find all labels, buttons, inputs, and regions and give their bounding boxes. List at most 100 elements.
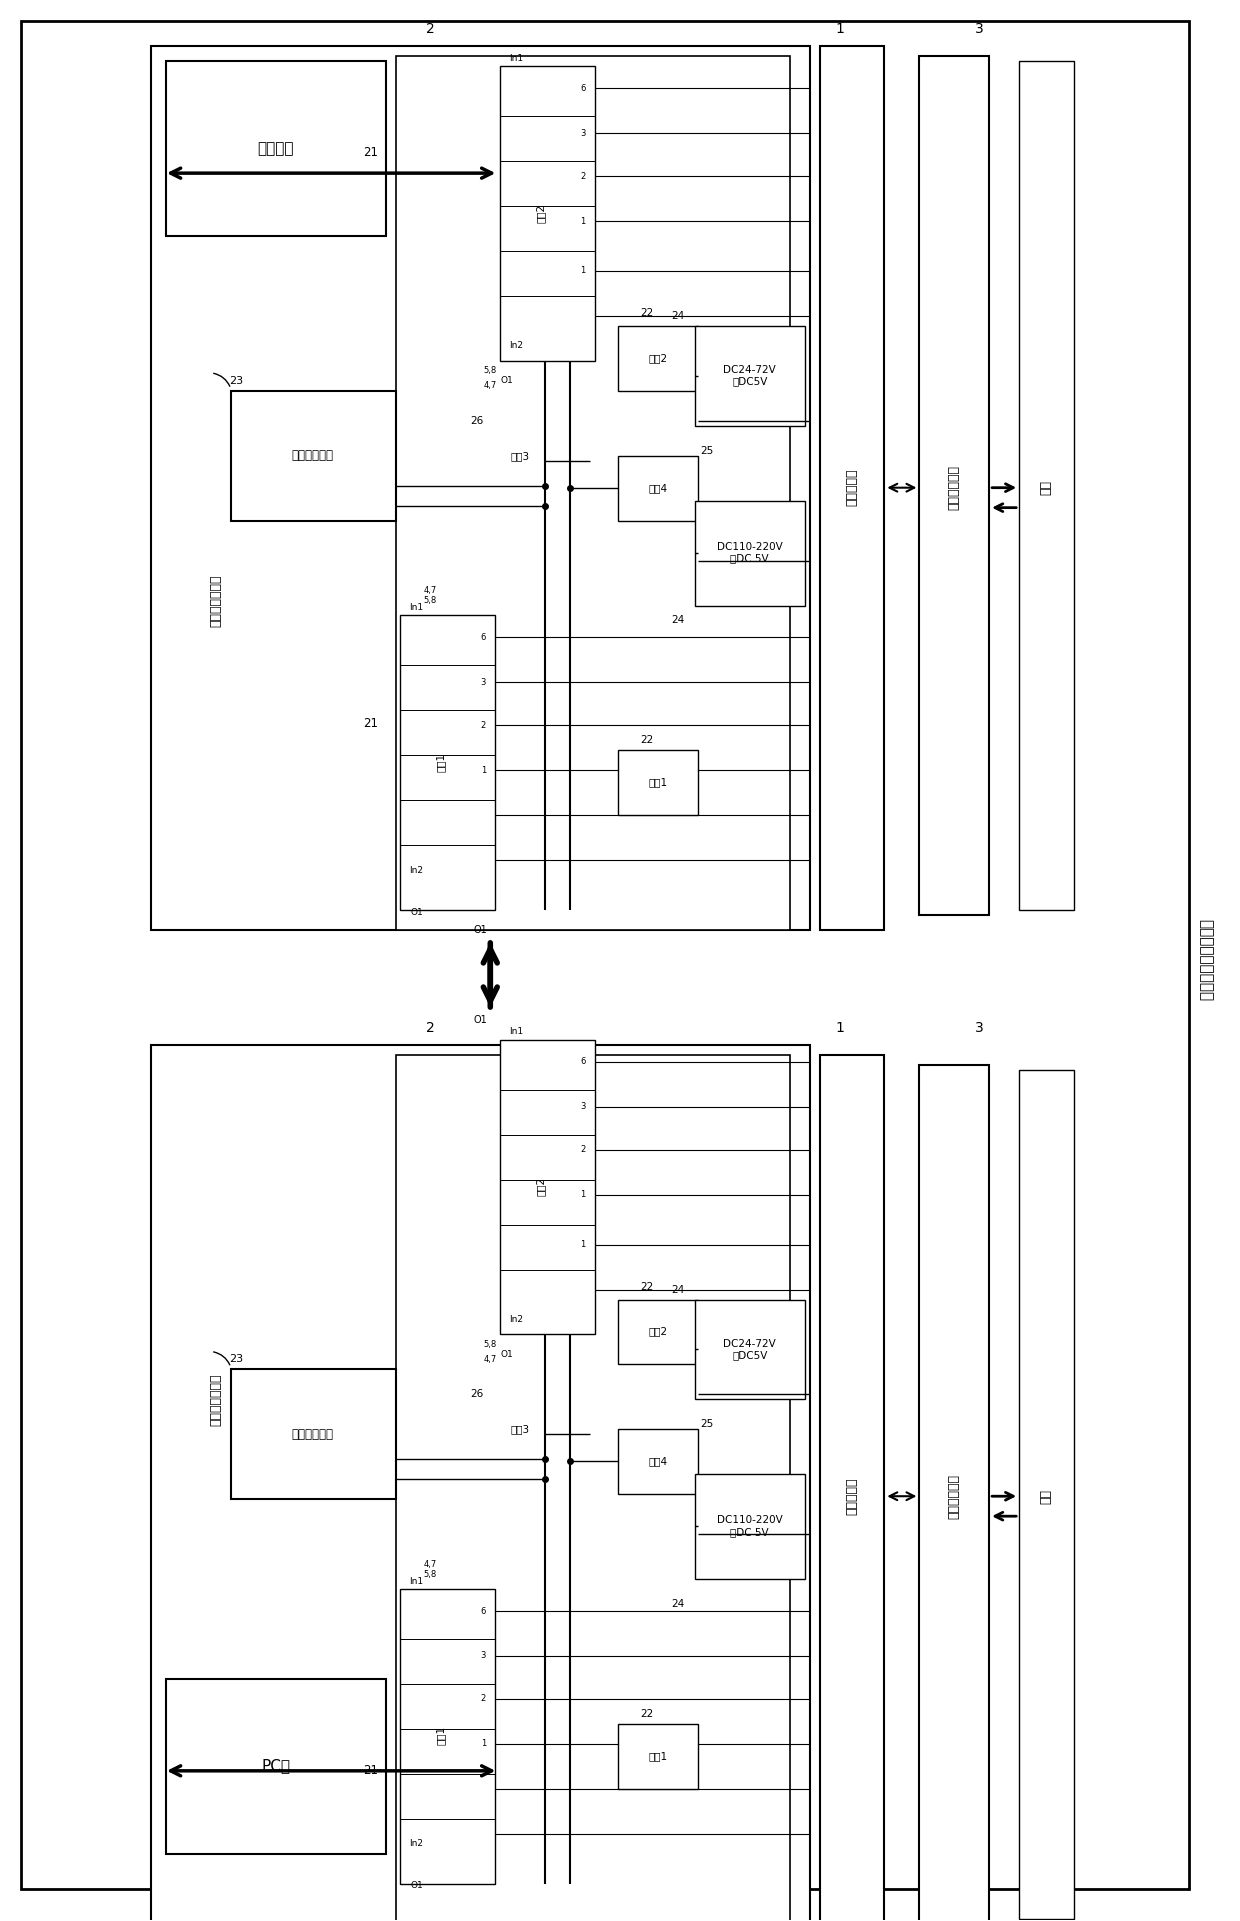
Text: 网络设备: 网络设备 <box>258 140 294 156</box>
Text: 6: 6 <box>580 85 585 92</box>
Text: 自适应供电模块: 自适应供电模块 <box>210 574 222 626</box>
Text: In2: In2 <box>409 866 423 874</box>
Text: 1: 1 <box>580 217 585 225</box>
Text: 开关2: 开关2 <box>649 353 667 363</box>
Text: 3: 3 <box>975 23 983 36</box>
Text: PC机: PC机 <box>262 1758 290 1773</box>
Text: 1: 1 <box>580 1191 585 1199</box>
Text: 22: 22 <box>640 1281 653 1291</box>
Text: 1: 1 <box>481 766 486 774</box>
Text: In2: In2 <box>409 1838 423 1848</box>
Bar <box>1019 61 1074 911</box>
Text: 3: 3 <box>481 678 486 688</box>
Bar <box>500 67 595 361</box>
Text: 25: 25 <box>699 446 713 455</box>
Text: 2: 2 <box>427 1020 435 1035</box>
Text: 2: 2 <box>427 23 435 36</box>
Text: 网口2: 网口2 <box>536 1178 546 1197</box>
Text: 21: 21 <box>363 1763 378 1777</box>
Text: In1: In1 <box>510 1028 523 1037</box>
Bar <box>919 56 990 914</box>
Text: 6: 6 <box>580 1057 585 1066</box>
Text: 5,8: 5,8 <box>484 367 497 375</box>
Text: 外部电源接口: 外部电源接口 <box>291 450 334 463</box>
Text: DC110-220V
转DC 5V: DC110-220V 转DC 5V <box>717 542 782 563</box>
Text: In1: In1 <box>409 1577 424 1585</box>
Text: 光纤: 光纤 <box>1039 480 1053 496</box>
Text: In1: In1 <box>409 603 424 613</box>
Text: 变电站安全自动装置: 变电站安全自动装置 <box>1198 918 1213 1001</box>
Bar <box>694 1299 805 1398</box>
Text: 功能实现模块: 功能实现模块 <box>947 1473 961 1520</box>
Bar <box>1019 1070 1074 1919</box>
Text: O1: O1 <box>474 926 487 936</box>
Bar <box>820 46 884 930</box>
Text: 网口1: 网口1 <box>435 753 445 772</box>
Bar <box>151 1045 810 1921</box>
Bar <box>500 1039 595 1335</box>
Text: 21: 21 <box>363 146 378 159</box>
Bar <box>401 615 495 911</box>
Text: 24: 24 <box>672 615 684 626</box>
Bar <box>618 751 698 815</box>
Text: 网口1: 网口1 <box>435 1727 445 1746</box>
Bar <box>694 1473 805 1579</box>
Text: 1: 1 <box>580 267 585 275</box>
Text: 24: 24 <box>672 1285 684 1295</box>
Bar <box>396 1055 790 1921</box>
Bar <box>694 501 805 605</box>
Text: 光纤: 光纤 <box>1039 1489 1053 1504</box>
Bar <box>618 1429 698 1495</box>
Text: 2: 2 <box>481 1694 486 1704</box>
Text: 1: 1 <box>481 1739 486 1748</box>
Text: 开关3: 开关3 <box>511 1423 529 1435</box>
Text: 开关2: 开关2 <box>649 1327 667 1337</box>
Text: 外部电源接口: 外部电源接口 <box>291 1427 334 1441</box>
Bar <box>618 1723 698 1788</box>
Text: 3: 3 <box>481 1652 486 1660</box>
Text: 开关4: 开关4 <box>649 1456 667 1466</box>
Bar <box>396 56 790 930</box>
Bar <box>151 46 810 930</box>
Text: 开关4: 开关4 <box>649 482 667 492</box>
Bar <box>166 61 386 236</box>
Text: 开关1: 开关1 <box>649 778 667 788</box>
Bar <box>820 1055 884 1921</box>
Text: 4,7: 4,7 <box>484 382 497 390</box>
Text: 交换机芯片: 交换机芯片 <box>844 1477 858 1516</box>
Text: 21: 21 <box>363 717 378 730</box>
Text: In1: In1 <box>510 54 523 63</box>
Text: O1: O1 <box>410 1881 423 1890</box>
Text: 25: 25 <box>699 1420 713 1429</box>
Bar <box>618 455 698 521</box>
Bar <box>919 1064 990 1921</box>
Text: 22: 22 <box>640 736 653 745</box>
Text: 24: 24 <box>672 1598 684 1610</box>
Bar <box>618 1299 698 1364</box>
Text: 功能实现模块: 功能实现模块 <box>947 465 961 511</box>
Text: 26: 26 <box>470 1389 484 1398</box>
Text: 5,8: 5,8 <box>424 596 436 605</box>
Bar <box>401 1589 495 1885</box>
Text: 26: 26 <box>470 415 484 426</box>
Text: In2: In2 <box>510 342 523 350</box>
Text: 1: 1 <box>835 1020 844 1035</box>
Text: 4,7: 4,7 <box>424 1560 436 1569</box>
Text: 1: 1 <box>580 1241 585 1249</box>
Bar <box>694 327 805 426</box>
Text: 2: 2 <box>481 720 486 730</box>
Bar <box>231 1370 396 1498</box>
Text: 3: 3 <box>580 129 585 138</box>
Text: DC110-220V
转DC 5V: DC110-220V 转DC 5V <box>717 1516 782 1537</box>
Text: 自适应供电模块: 自适应供电模块 <box>210 1374 222 1425</box>
Text: 交换机芯片: 交换机芯片 <box>844 469 858 507</box>
Text: O1: O1 <box>410 907 423 916</box>
Text: DC24-72V
转DC5V: DC24-72V 转DC5V <box>723 1339 776 1360</box>
Text: O1: O1 <box>500 1350 513 1358</box>
Text: 22: 22 <box>640 1710 653 1719</box>
Text: 6: 6 <box>481 1606 486 1616</box>
Text: DC24-72V
转DC5V: DC24-72V 转DC5V <box>723 365 776 386</box>
Text: 24: 24 <box>672 311 684 321</box>
Text: 1: 1 <box>835 23 844 36</box>
Text: 5,8: 5,8 <box>484 1341 497 1349</box>
